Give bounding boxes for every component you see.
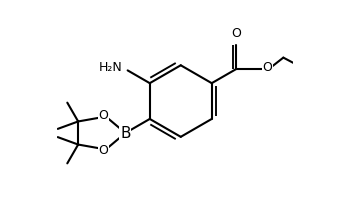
Text: O: O <box>231 27 241 40</box>
Text: O: O <box>98 109 108 122</box>
Text: O: O <box>98 144 108 157</box>
Text: B: B <box>120 125 131 141</box>
Text: O: O <box>262 61 272 74</box>
Text: H₂N: H₂N <box>99 61 122 74</box>
